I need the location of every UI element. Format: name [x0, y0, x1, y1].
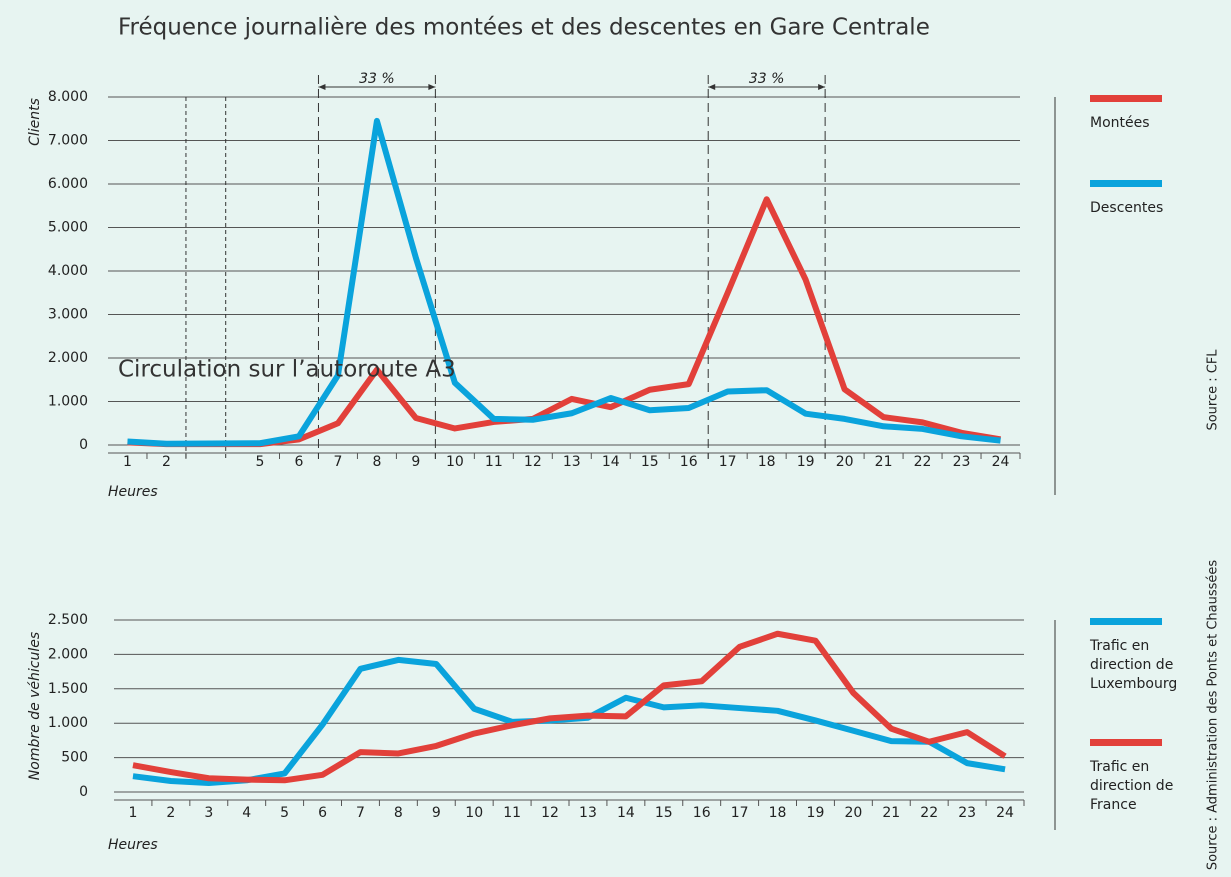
y-axis-label: Nombre de véhicules	[27, 632, 43, 780]
legend-label: Montées	[1090, 115, 1150, 131]
y-tick-label: 3.000	[48, 307, 88, 323]
x-tick-label: 20	[844, 805, 862, 821]
x-tick-label: 2	[162, 454, 171, 470]
y-tick-label: 0	[79, 784, 88, 800]
x-tick-label: 6	[318, 805, 327, 821]
x-tick-label: 10	[465, 805, 483, 821]
y-tick-label: 8.000	[48, 89, 88, 105]
x-tick-label: 13	[563, 454, 581, 470]
x-tick-label: 8	[372, 454, 381, 470]
x-tick-label: 12	[541, 805, 559, 821]
x-tick-label: 7	[356, 805, 365, 821]
x-tick-label: 5	[256, 454, 265, 470]
x-tick-label: 17	[731, 805, 749, 821]
line	[127, 117, 1001, 447]
chart-title: Fréquence journalière des montées et des…	[118, 15, 930, 41]
legend-swatch	[1090, 95, 1162, 102]
x-tick-label: 4	[242, 805, 251, 821]
x-tick-label: 10	[446, 454, 464, 470]
x-tick-label: 22	[920, 805, 938, 821]
x-tick-label: 23	[958, 805, 976, 821]
x-tick-label: 20	[836, 454, 854, 470]
y-tick-label: 4.000	[48, 263, 88, 279]
x-tick-label: 14	[602, 454, 620, 470]
y-tick-label: 2.000	[48, 646, 88, 662]
x-tick-label: 9	[432, 805, 441, 821]
x-tick-label: 18	[769, 805, 787, 821]
y-tick-label: 2.000	[48, 350, 88, 366]
source: Source : CFL	[1206, 349, 1221, 431]
y-tick-label: 7.000	[48, 133, 88, 149]
x-tick-label: 14	[617, 805, 635, 821]
x-tick-label: 19	[797, 454, 815, 470]
x-tick-label: 11	[503, 805, 521, 821]
x-tick-label: 2	[166, 805, 175, 821]
annotation: 33 %	[749, 71, 785, 87]
x-tick-label: 5	[280, 805, 289, 821]
y-tick-label: 0	[79, 437, 88, 453]
x-tick-label: 24	[996, 805, 1014, 821]
x-tick-label: 13	[579, 805, 597, 821]
x-tick-label: 24	[992, 454, 1010, 470]
line	[132, 630, 1007, 784]
y-tick-label: 2.500	[48, 612, 88, 628]
y-tick-label: 1.000	[48, 715, 88, 731]
x-tick-label: 19	[807, 805, 825, 821]
y-tick-label: 500	[61, 750, 88, 766]
y-tick-label: 6.000	[48, 176, 88, 192]
x-tick-label: 9	[411, 454, 420, 470]
x-tick-label: 15	[655, 805, 673, 821]
legend-swatch	[1090, 618, 1162, 625]
x-tick-label: 8	[394, 805, 403, 821]
y-tick-label: 5.000	[48, 220, 88, 236]
y-axis-label: Clients	[27, 98, 43, 146]
line	[127, 196, 1002, 448]
annotation: 33 %	[359, 71, 395, 87]
x-tick-label: 16	[680, 454, 698, 470]
legend-swatch	[1090, 180, 1162, 187]
y-tick-label: 1.000	[48, 394, 88, 410]
x-tick-label: 15	[641, 454, 659, 470]
x-tick-label: 17	[719, 454, 737, 470]
x-tick-label: 21	[875, 454, 893, 470]
x-tick-label: 6	[295, 454, 304, 470]
legend-label: Trafic en direction de Luxembourg	[1090, 638, 1178, 692]
source: Source : Administration des Ponts et Cha…	[1206, 560, 1221, 871]
x-tick-label: 16	[693, 805, 711, 821]
y-tick-label: 1.500	[48, 681, 88, 697]
chart-title: Circulation sur l’autoroute A3	[118, 357, 456, 383]
x-tick-label: 21	[882, 805, 900, 821]
x-tick-label: 22	[914, 454, 932, 470]
x-axis-label: Heures	[108, 484, 158, 500]
x-tick-label: 1	[123, 454, 132, 470]
x-tick-label: 11	[485, 454, 503, 470]
x-tick-label: 12	[524, 454, 542, 470]
x-tick-label: 1	[128, 805, 137, 821]
x-tick-label: 23	[953, 454, 971, 470]
legend-swatch	[1090, 739, 1162, 746]
line	[132, 656, 1006, 787]
x-axis-label: Heures	[108, 837, 158, 853]
x-tick-label: 3	[204, 805, 213, 821]
x-tick-label: 7	[333, 454, 342, 470]
x-tick-label: 18	[758, 454, 776, 470]
legend-label: Trafic en direction de France	[1090, 759, 1174, 813]
legend-label: Descentes	[1090, 200, 1164, 216]
